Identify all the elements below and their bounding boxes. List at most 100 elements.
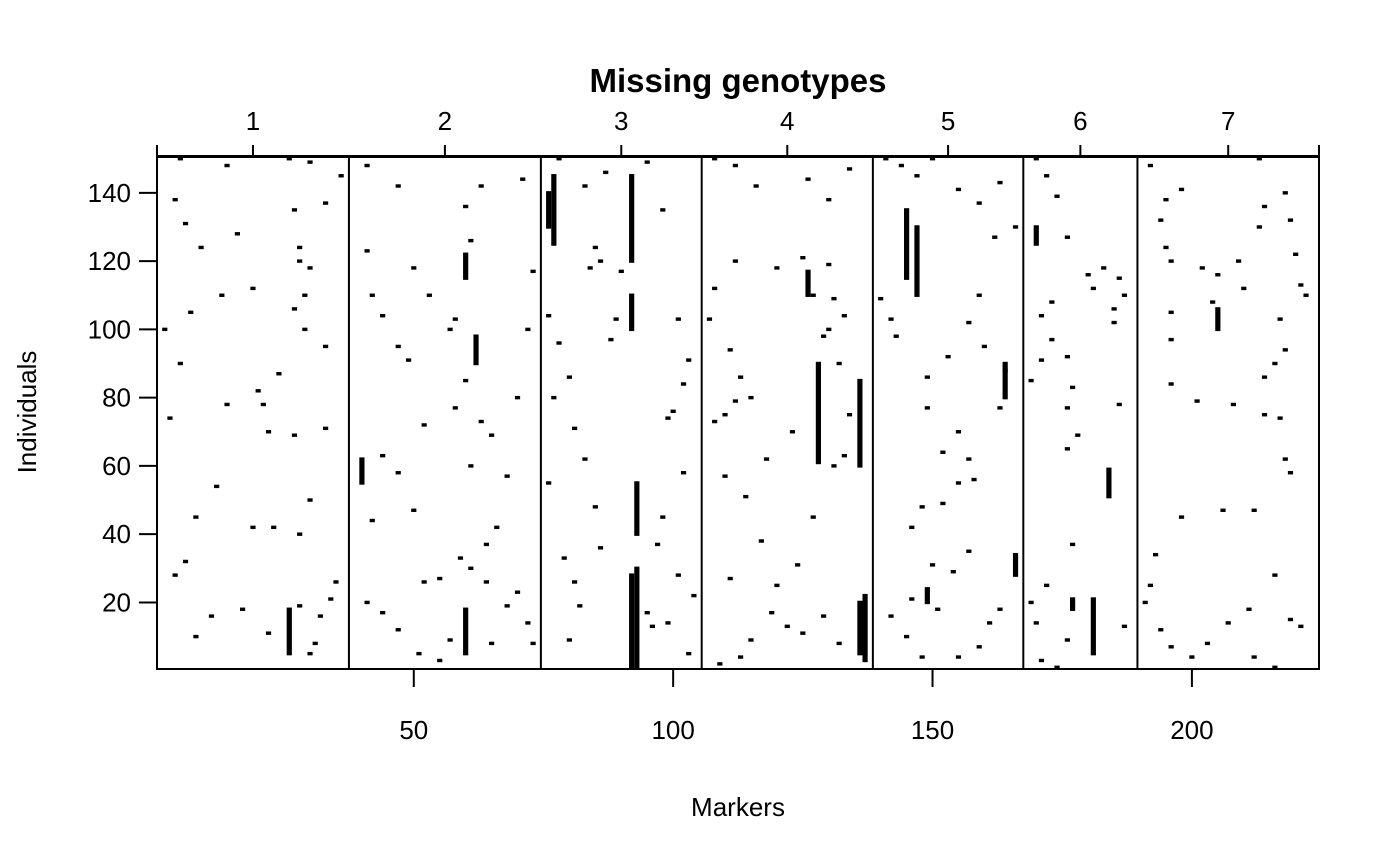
missing-cell (323, 201, 329, 205)
missing-cell (1272, 573, 1278, 577)
missing-cell (1256, 157, 1262, 161)
missing-cell (1261, 204, 1268, 209)
chart-title: Missing genotypes (589, 62, 886, 99)
missing-cell (494, 525, 500, 530)
missing-cell (1064, 406, 1070, 410)
missing-cell (919, 655, 925, 659)
missing-cell (712, 157, 718, 161)
missing-cell (846, 413, 853, 417)
missing-cell (1070, 385, 1076, 390)
missing-cell (395, 184, 401, 188)
missing-cell (307, 498, 313, 502)
missing-cell (167, 416, 173, 420)
missing-cell (992, 235, 998, 239)
missing-cell (291, 433, 298, 437)
missing-cell (1012, 225, 1019, 229)
missing-cell (364, 163, 370, 168)
missing-cell (769, 610, 775, 615)
missing-cell (208, 614, 215, 618)
missing-cell (1277, 416, 1283, 420)
missing-cell (468, 566, 474, 571)
missing-cell (1163, 245, 1169, 250)
missing-cell (644, 160, 650, 164)
missing-run (805, 269, 811, 297)
missing-run (1106, 467, 1112, 499)
chromosome-label: 6 (1073, 106, 1087, 136)
missing-cell (826, 262, 832, 267)
missing-cell (1210, 300, 1216, 304)
missing-cell (665, 416, 671, 420)
missing-cell (613, 317, 619, 321)
missing-cell (457, 556, 464, 560)
chromosome-label: 5 (941, 106, 955, 136)
missing-cell (1147, 163, 1153, 168)
missing-cell (530, 641, 536, 646)
missing-run (1033, 225, 1039, 246)
missing-cell (214, 484, 220, 489)
y-tick-label: 60 (102, 451, 131, 481)
missing-cell (297, 604, 303, 608)
y-tick-label: 120 (88, 246, 131, 276)
missing-cell (1251, 508, 1257, 512)
missing-cell (525, 327, 531, 332)
missing-cell (1070, 542, 1076, 547)
missing-cell (286, 157, 292, 161)
missing-cell (898, 163, 904, 168)
missing-cell (929, 157, 936, 161)
missing-cell (1153, 552, 1159, 557)
missing-cell (1116, 402, 1122, 407)
missing-cell (686, 358, 692, 362)
missing-cell (1261, 413, 1268, 417)
missing-cell (317, 614, 323, 618)
missing-cell (774, 583, 780, 588)
missing-cell (463, 204, 469, 209)
missing-cell (369, 518, 375, 523)
y-tick-label: 20 (102, 587, 131, 617)
missing-cell (1215, 273, 1221, 277)
missing-cell (421, 423, 427, 427)
missing-cell (800, 631, 806, 635)
missing-cell (784, 624, 790, 629)
missing-cell (763, 457, 770, 461)
missing-cell (380, 314, 386, 318)
missing-cell (976, 293, 982, 297)
missing-cell (836, 641, 842, 646)
missing-cell (478, 419, 484, 424)
missing-cell (1272, 665, 1278, 669)
missing-cell (800, 255, 806, 260)
panel-borders (156, 155, 1320, 670)
missing-cell (437, 576, 443, 581)
y-tick-label: 140 (88, 178, 131, 208)
missing-cell (712, 419, 718, 424)
missing-cell (1168, 337, 1174, 342)
missing-cell (987, 621, 993, 625)
missing-cell (1054, 665, 1060, 669)
missing-cell (597, 546, 604, 550)
missing-cell (530, 269, 536, 274)
missing-cell (675, 317, 681, 321)
missing-cell (380, 610, 386, 615)
x-tick-label: 50 (399, 715, 428, 745)
missing-cell (1064, 638, 1070, 642)
missing-cell (504, 604, 510, 608)
missing-cell (1090, 286, 1096, 291)
missing-cell (1272, 361, 1278, 366)
missing-cell (250, 286, 256, 291)
missing-cell (748, 395, 754, 400)
missing-cell (489, 433, 495, 437)
missing-cell (665, 621, 671, 625)
missing-run (857, 378, 863, 468)
missing-cell (1064, 447, 1070, 451)
missing-cell (307, 651, 313, 656)
missing-cell (483, 542, 489, 547)
missing-cell (955, 481, 962, 485)
missing-cell (452, 317, 458, 321)
missing-cell (411, 508, 417, 512)
missing-cell (566, 638, 572, 642)
missing-cell (706, 317, 713, 321)
missing-cell (924, 406, 930, 410)
missing-cell (551, 395, 557, 400)
missing-run (629, 293, 635, 332)
missing-cell (188, 310, 194, 315)
missing-cell (592, 505, 598, 509)
